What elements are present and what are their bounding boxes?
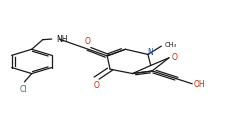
Text: Cl: Cl bbox=[20, 85, 27, 94]
Text: CH₃: CH₃ bbox=[164, 42, 176, 48]
Text: N: N bbox=[147, 48, 153, 57]
Text: O: O bbox=[172, 53, 178, 62]
Text: O: O bbox=[85, 37, 91, 46]
Text: O: O bbox=[94, 81, 100, 90]
Text: OH: OH bbox=[193, 80, 205, 89]
Text: NH: NH bbox=[56, 35, 68, 44]
